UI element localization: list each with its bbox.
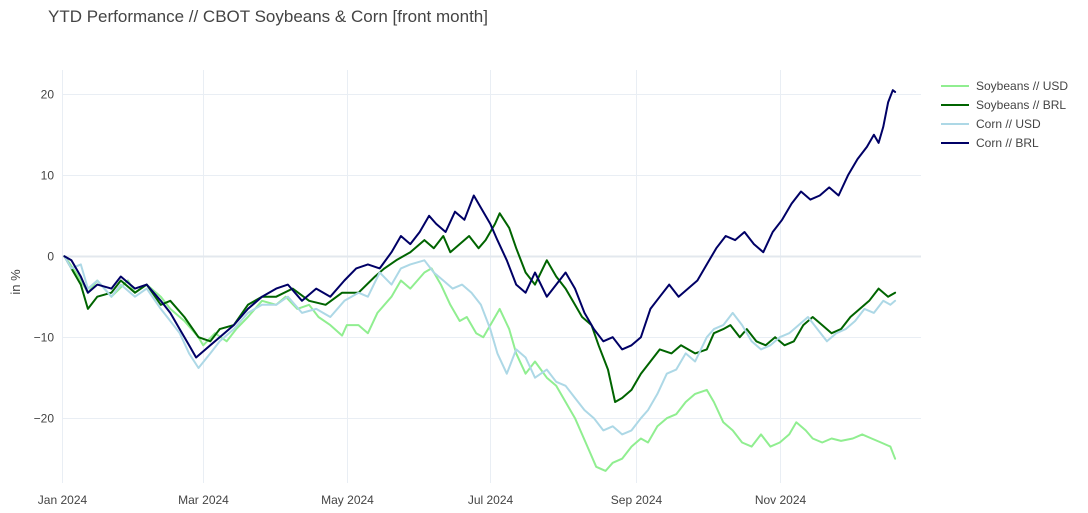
legend-label: Corn // USD	[976, 117, 1041, 131]
y-tick-label: −20	[34, 412, 55, 426]
x-tick-label: Jul 2024	[468, 493, 514, 507]
y-tick-label: 10	[41, 169, 55, 183]
x-axis-ticks: Jan 2024 Mar 2024 May 2024 Jul 2024 Sep 2024…	[38, 493, 807, 507]
gridlines	[62, 70, 921, 483]
legend-item[interactable]: Soybeans // BRL	[941, 98, 1066, 112]
x-tick-label: Mar 2024	[178, 493, 229, 507]
series-line-corn-brl	[63, 89, 897, 359]
x-tick-label: Sep 2024	[611, 493, 663, 507]
legend[interactable]: Soybeans // USD Soybeans // BRL Corn // US…	[941, 79, 1068, 150]
legend-label: Corn // BRL	[976, 136, 1039, 150]
x-tick-label: May 2024	[321, 493, 374, 507]
x-tick-label: Jan 2024	[38, 493, 88, 507]
y-tick-label: 0	[47, 250, 54, 264]
chart-title: YTD Performance // CBOT Soybeans & Corn …	[48, 7, 488, 26]
series-line-soybeans-usd	[63, 255, 897, 472]
series-lines	[63, 89, 897, 472]
y-axis-ticks: 20 10 0 −10 −20	[34, 88, 55, 426]
y-axis-title: in %	[8, 269, 23, 295]
legend-label: Soybeans // USD	[976, 79, 1068, 93]
series-line-soybeans-brl	[63, 212, 897, 403]
series-line-corn-usd	[63, 255, 897, 436]
x-tick-label: Nov 2024	[755, 493, 807, 507]
legend-item[interactable]: Soybeans // USD	[941, 79, 1068, 93]
legend-item[interactable]: Corn // USD	[941, 117, 1041, 131]
y-tick-label: −10	[34, 331, 55, 345]
legend-label: Soybeans // BRL	[976, 98, 1066, 112]
legend-item[interactable]: Corn // BRL	[941, 136, 1039, 150]
y-tick-label: 20	[41, 88, 55, 102]
